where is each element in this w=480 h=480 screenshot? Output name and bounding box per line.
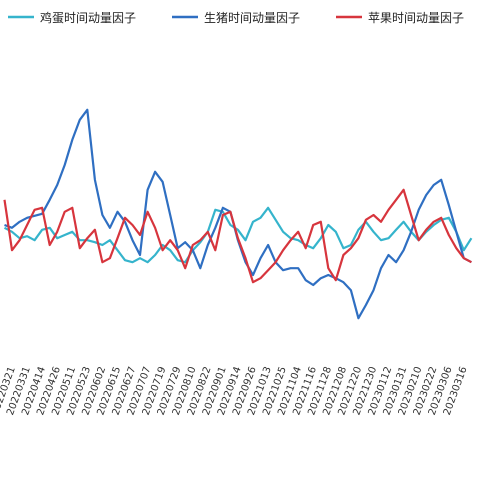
series-line: [3, 206, 473, 264]
series-line: [3, 188, 472, 284]
legend-label: 生猪时间动量因子: [204, 11, 300, 25]
legend-label: 鸡蛋时间动量因子: [40, 10, 136, 25]
legend-label: 苹果时间动量因子: [368, 11, 464, 25]
